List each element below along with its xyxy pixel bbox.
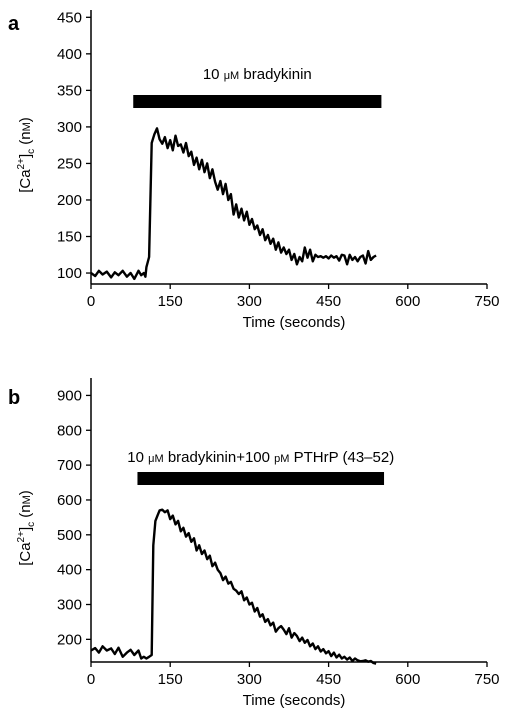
y-tick-label: 600 [57,492,82,509]
y-tick-label: 300 [57,119,82,136]
x-tick-label: 300 [237,293,262,310]
y-axis-label: [Ca2+]c (nM) [16,117,37,193]
x-tick-label: 150 [158,293,183,310]
x-tick-label: 300 [237,671,262,688]
annotation-label: 10 μM bradykinin [203,66,312,83]
y-tick-label: 500 [57,527,82,544]
y-tick-label: 200 [57,631,82,648]
y-tick-label: 200 [57,192,82,209]
series-line [90,127,377,281]
x-tick-label: 750 [474,671,499,688]
panel-letter: a [8,13,20,35]
y-tick-label: 400 [57,562,82,579]
x-tick-label: 750 [474,293,499,310]
y-tick-label: 100 [57,265,82,282]
x-tick-label: 450 [316,671,341,688]
y-tick-label: 450 [57,9,82,26]
x-tick-label: 450 [316,293,341,310]
x-axis-label: Time (seconds) [243,692,346,709]
stimulus-bar [137,472,385,485]
y-tick-label: 700 [57,457,82,474]
x-tick-label: 0 [87,293,95,310]
y-axis-label: [Ca2+]c (nM) [16,490,37,566]
x-tick-label: 600 [395,293,420,310]
y-tick-label: 900 [57,387,82,404]
y-tick-label: 150 [57,229,82,246]
x-axis-label: Time (seconds) [243,314,346,331]
y-tick-label: 250 [57,155,82,172]
y-tick-label: 400 [57,46,82,63]
series-line [90,508,377,665]
annotation-label: 10 μM bradykinin+100 pM PTHrP (43–52) [127,449,394,466]
panel-b: b 200 300 400 500 600 700 800 900 0 150 300 450 600 75… [8,378,500,709]
y-tick-label: 800 [57,422,82,439]
stimulus-bar [133,95,382,108]
y-tick-label: 350 [57,82,82,99]
y-tick-label: 300 [57,597,82,614]
x-tick-label: 600 [395,671,420,688]
x-tick-label: 150 [158,671,183,688]
panel-a: a 100 150 200 250 300 350 400 450 0 150 300 450 600 75… [8,9,500,331]
x-tick-label: 0 [87,671,95,688]
panel-letter: b [8,387,20,409]
